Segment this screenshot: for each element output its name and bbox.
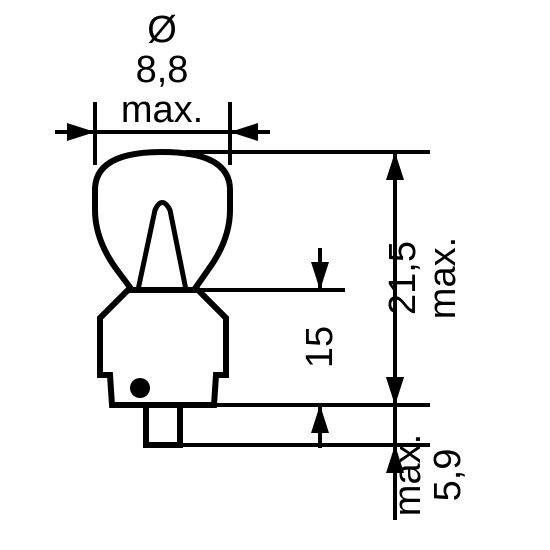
dim-width-arrow-left	[67, 123, 95, 141]
dim-bulb-max: max.	[422, 237, 464, 319]
dim-base-value: 5,9	[427, 449, 469, 502]
bulb-filament	[138, 203, 186, 291]
dim-inner-arrow-bot	[311, 405, 329, 433]
dim-base-arrow-top	[386, 377, 404, 405]
dim-width-diameter-symbol: Ø	[147, 9, 177, 51]
bulb-base-outline	[100, 290, 226, 405]
dim-bulb-arrow-top	[386, 152, 404, 180]
contact-dot	[130, 378, 150, 398]
dim-inner-value: 15	[299, 326, 341, 368]
dim-bulb-value: 21,5	[382, 241, 424, 315]
dim-width-max: max.	[121, 89, 203, 131]
dim-inner-arrow-top	[311, 262, 329, 290]
dim-base-prefix: max.	[387, 434, 429, 516]
bulb-pin	[146, 405, 180, 445]
dim-width-arrow-right	[230, 123, 258, 141]
dim-width-value: 8,8	[136, 49, 189, 91]
bulb-glass-outline	[95, 152, 230, 290]
